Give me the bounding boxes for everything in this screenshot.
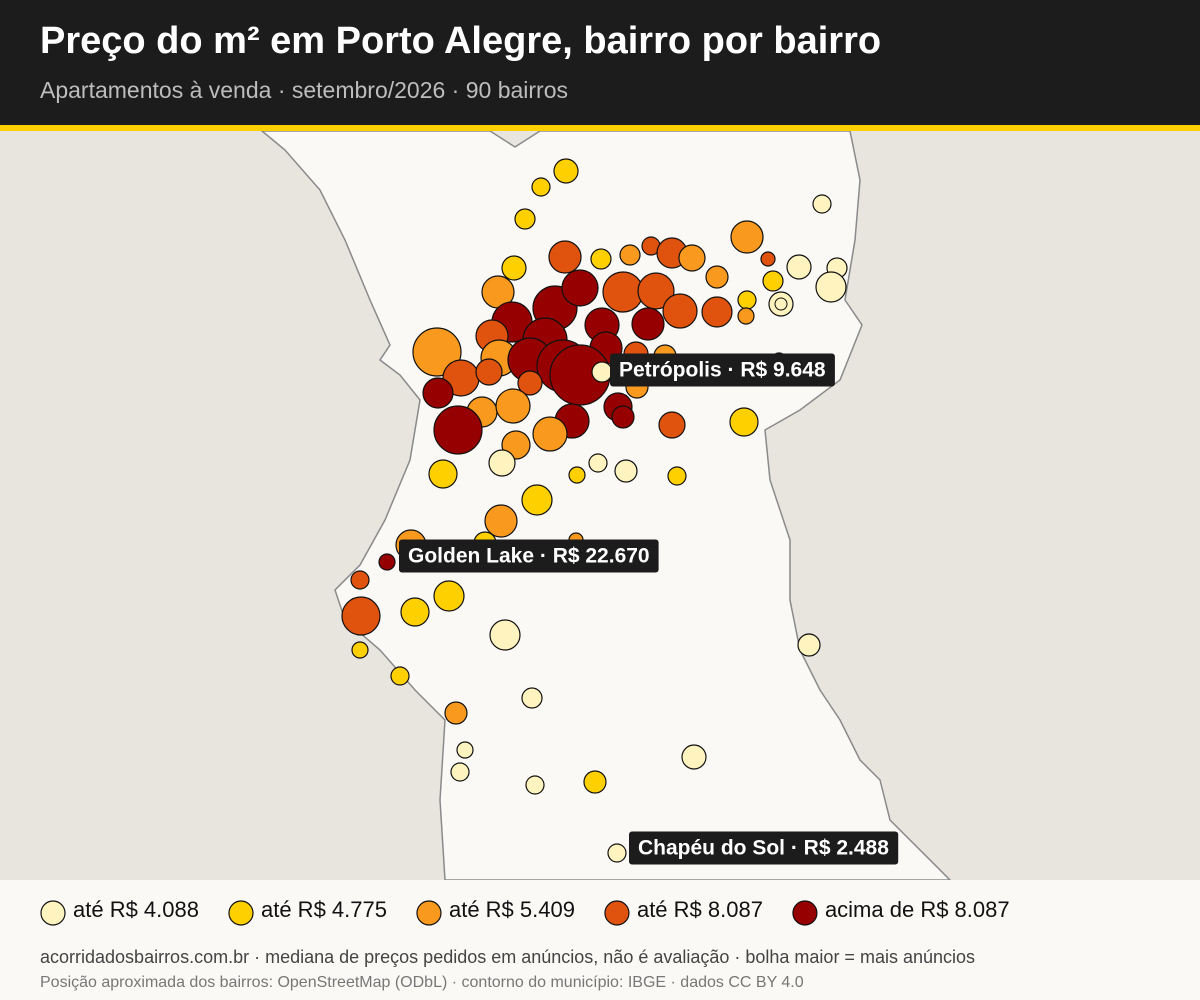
legend-swatch bbox=[604, 900, 630, 926]
bubble bbox=[768, 291, 794, 317]
bubble bbox=[456, 741, 474, 759]
bubble bbox=[619, 244, 641, 266]
annotation-box bbox=[399, 539, 659, 573]
subtitle: Apartamentos à venda · setembro/2026 · 9… bbox=[40, 77, 568, 103]
bubble bbox=[637, 272, 675, 310]
legend-label: até R$ 8.087 bbox=[637, 897, 763, 922]
title: Preço do m² em Porto Alegre, bairro por … bbox=[40, 20, 881, 62]
bubble bbox=[514, 208, 536, 230]
bubble bbox=[561, 269, 599, 307]
bubble bbox=[548, 240, 582, 274]
legend-swatch bbox=[40, 900, 66, 926]
bubble bbox=[484, 504, 518, 538]
bubble bbox=[607, 843, 627, 863]
annotation: Golden Lake · R$ 22.670 bbox=[408, 545, 650, 568]
bubble bbox=[433, 405, 483, 455]
bubble bbox=[488, 449, 516, 477]
annotation-box bbox=[610, 353, 835, 387]
bubble bbox=[583, 770, 607, 794]
footer-source: Posição aproximada dos bairros: OpenStre… bbox=[40, 974, 804, 991]
bubble bbox=[662, 293, 698, 329]
bubble bbox=[521, 484, 553, 516]
bubble bbox=[730, 220, 764, 254]
annotation: Petrópolis · R$ 9.648 bbox=[619, 359, 826, 382]
legend-label: até R$ 5.409 bbox=[449, 897, 575, 922]
bubble bbox=[475, 358, 503, 386]
header-bar bbox=[0, 0, 1200, 125]
bubble bbox=[378, 553, 396, 571]
bubble bbox=[521, 687, 543, 709]
bubble bbox=[568, 466, 586, 484]
bubble bbox=[681, 744, 707, 770]
bubble bbox=[501, 255, 527, 281]
legend-label: até R$ 4.088 bbox=[73, 897, 199, 922]
bubble bbox=[760, 251, 776, 267]
bubble bbox=[428, 459, 458, 489]
bubble bbox=[350, 570, 370, 590]
bubble bbox=[614, 459, 638, 483]
bubble bbox=[611, 405, 635, 429]
bubble bbox=[591, 361, 613, 383]
bubble bbox=[590, 248, 612, 270]
footer-note: acorridadosbairros.com.br · mediana de p… bbox=[40, 947, 975, 967]
bubble bbox=[390, 666, 410, 686]
annotation-box bbox=[629, 831, 899, 865]
bubble-ring bbox=[774, 297, 788, 311]
bubble bbox=[729, 407, 759, 437]
bubble bbox=[351, 641, 369, 659]
bubble bbox=[588, 453, 608, 473]
bubble bbox=[433, 580, 465, 612]
bubble bbox=[602, 271, 644, 313]
annotation: Chapéu do Sol · R$ 2.488 bbox=[638, 837, 889, 860]
bubble bbox=[553, 158, 579, 184]
bubble bbox=[678, 244, 706, 272]
bubble bbox=[786, 254, 812, 280]
bubble bbox=[444, 701, 468, 725]
footer-bar bbox=[0, 880, 1200, 1000]
bubble bbox=[658, 411, 686, 439]
bubble bbox=[489, 619, 521, 651]
bubble bbox=[812, 194, 832, 214]
bubble bbox=[737, 290, 757, 310]
legend-label: até R$ 4.775 bbox=[261, 897, 387, 922]
bubble bbox=[422, 377, 454, 409]
bubble bbox=[762, 270, 784, 292]
bubble bbox=[705, 265, 729, 289]
bubble bbox=[737, 307, 755, 325]
legend-swatch bbox=[416, 900, 442, 926]
bubble bbox=[517, 370, 543, 396]
bubble bbox=[400, 597, 430, 627]
city-outline bbox=[259, 130, 952, 881]
bubble bbox=[341, 596, 381, 636]
bubble bbox=[532, 416, 568, 452]
header-stripe bbox=[0, 125, 1200, 131]
legend-swatch bbox=[792, 900, 818, 926]
bubble bbox=[495, 388, 531, 424]
legend-swatch bbox=[228, 900, 254, 926]
bubble bbox=[450, 762, 470, 782]
bubble bbox=[815, 271, 847, 303]
bubble bbox=[667, 466, 687, 486]
bubble bbox=[701, 296, 733, 328]
bubble bbox=[525, 775, 545, 795]
bubble bbox=[797, 633, 821, 657]
bubble bbox=[631, 307, 665, 341]
bubble bbox=[531, 177, 551, 197]
legend-label: acima de R$ 8.087 bbox=[825, 897, 1010, 922]
